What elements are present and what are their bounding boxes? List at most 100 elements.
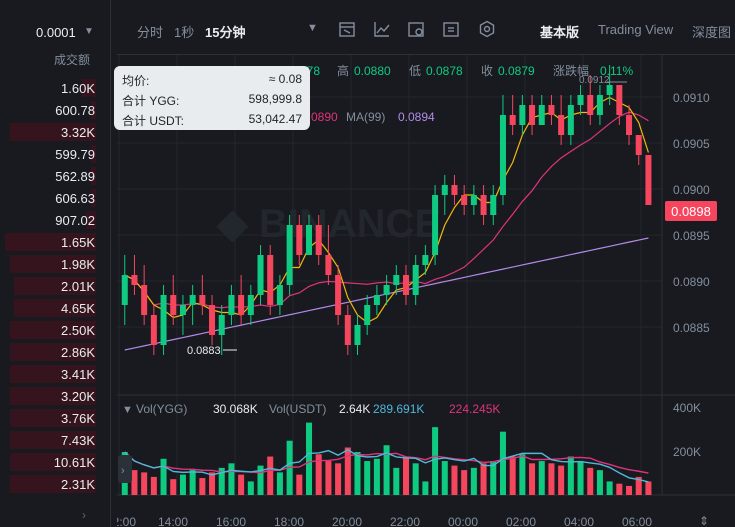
order-book-row[interactable]: 2.50K bbox=[0, 319, 110, 341]
order-book-row[interactable]: 600.78 bbox=[0, 99, 110, 121]
compare-icon[interactable] bbox=[442, 20, 460, 38]
order-book-row[interactable]: 599.79 bbox=[0, 143, 110, 165]
order-amount: 4.65K bbox=[61, 301, 95, 316]
volume-bar bbox=[209, 472, 216, 495]
interval-15m[interactable]: 15分钟 bbox=[205, 25, 246, 40]
candle-body bbox=[306, 225, 313, 255]
volume-bar bbox=[150, 476, 157, 495]
price-chart[interactable]: ◆ BINANCE0.09100.09050.09000.08950.08900… bbox=[117, 55, 735, 527]
candle-body bbox=[519, 105, 526, 125]
volume-ma-line bbox=[124, 448, 649, 483]
precision-select[interactable]: 0.0001 ▼ bbox=[0, 18, 110, 44]
candle-body bbox=[548, 105, 555, 115]
candle-body bbox=[461, 195, 468, 205]
order-book-row[interactable]: 1.98K bbox=[0, 253, 110, 275]
order-book-row[interactable]: 2.31K bbox=[0, 473, 110, 495]
candle-body bbox=[587, 95, 594, 115]
volume-ma2-value: 224.245K bbox=[449, 402, 500, 416]
indicator-icon[interactable] bbox=[338, 20, 356, 38]
candle-body bbox=[509, 115, 516, 125]
volume-bar bbox=[645, 481, 652, 495]
order-book-row[interactable]: 10.61K bbox=[0, 451, 110, 473]
depth-fill-bar bbox=[10, 387, 96, 405]
order-book-row[interactable]: 1.60K bbox=[0, 77, 110, 99]
order-amount: 562.89 bbox=[55, 169, 95, 184]
chart-line-icon[interactable] bbox=[373, 20, 391, 38]
order-book-row[interactable]: 606.63 bbox=[0, 187, 110, 209]
candle-body bbox=[286, 225, 293, 285]
volume-value: 30.068K bbox=[213, 402, 258, 416]
chevron-right-icon[interactable]: › bbox=[82, 508, 86, 522]
interval-dropdown-icon[interactable]: ▼ bbox=[307, 22, 318, 34]
depth-fill-bar bbox=[10, 409, 96, 427]
chevron-down-icon: ▼ bbox=[84, 26, 94, 37]
volume-bar bbox=[344, 447, 351, 495]
candle-body bbox=[170, 295, 177, 315]
depth-fill-bar bbox=[10, 321, 96, 339]
volume-bar bbox=[199, 478, 206, 495]
interval-1s[interactable]: 1秒 bbox=[174, 25, 195, 40]
depth-fill-bar bbox=[14, 277, 96, 295]
order-book-row[interactable]: 1.65K bbox=[0, 231, 110, 253]
order-book-row[interactable]: 3.32K bbox=[0, 121, 110, 143]
candle-body bbox=[402, 275, 409, 295]
volume-bar bbox=[509, 456, 516, 495]
time-axis-label: 14:00 bbox=[158, 515, 188, 527]
order-amount: 3.20K bbox=[61, 389, 95, 404]
amount-header: 成交额 bbox=[54, 53, 91, 67]
settings-chart-icon[interactable] bbox=[407, 20, 425, 38]
candle-body bbox=[150, 315, 157, 345]
price-axis-label: 0.0910 bbox=[673, 91, 710, 105]
volume-bar bbox=[490, 461, 497, 495]
tooltip-row: 均价: ≈ 0.08 bbox=[122, 72, 302, 90]
volume-bar bbox=[499, 431, 506, 495]
depth-fill-bar bbox=[86, 211, 96, 229]
volume-bar bbox=[558, 465, 565, 495]
view-basic-tab[interactable]: 基本版 bbox=[540, 25, 580, 40]
price-axis-label: 0.0885 bbox=[673, 321, 710, 335]
volume-bar bbox=[315, 454, 322, 495]
current-price-tag bbox=[665, 201, 717, 221]
scroll-left-button bbox=[118, 455, 132, 483]
precision-value: 0.0001 bbox=[36, 25, 76, 40]
order-book-row[interactable]: 562.89 bbox=[0, 165, 110, 187]
order-book-row[interactable]: 907.02 bbox=[0, 209, 110, 231]
order-book-row[interactable]: 4.65K bbox=[0, 297, 110, 319]
volume-bar bbox=[480, 463, 487, 495]
candle-body bbox=[596, 95, 603, 115]
view-depth-tab[interactable]: 深度图 bbox=[692, 25, 732, 40]
depth-fill-bar bbox=[91, 101, 96, 119]
view-tradingview-tab[interactable]: Trading View bbox=[598, 22, 674, 37]
order-book-row[interactable]: 7.43K bbox=[0, 429, 110, 451]
order-amount: 10.61K bbox=[53, 455, 95, 470]
order-amount: 3.32K bbox=[61, 125, 95, 140]
order-amount: 2.01K bbox=[61, 279, 95, 294]
order-book-row[interactable]: 3.41K bbox=[0, 363, 110, 385]
volume-usdt-label: Vol(USDT) bbox=[269, 402, 326, 416]
candle-body bbox=[315, 225, 322, 255]
candle-body bbox=[218, 315, 225, 335]
candle-body bbox=[141, 285, 148, 315]
ohlc-low: 0.0878 bbox=[426, 64, 463, 78]
candle-body bbox=[160, 295, 167, 345]
candle-body bbox=[422, 255, 429, 265]
order-amount: 600.78 bbox=[55, 103, 95, 118]
order-amount: 907.02 bbox=[55, 213, 95, 228]
interval-timeline[interactable]: 分时 bbox=[137, 25, 164, 40]
chevron-right-icon: › bbox=[121, 465, 125, 477]
high-price-marker: 0.0912 bbox=[579, 75, 610, 86]
order-book-row[interactable]: 3.20K bbox=[0, 385, 110, 407]
volume-bar bbox=[519, 454, 526, 495]
gear-icon[interactable] bbox=[478, 20, 496, 38]
candle-body bbox=[577, 95, 584, 105]
order-book-row[interactable]: 2.86K bbox=[0, 341, 110, 363]
price-axis-label: 0.0890 bbox=[673, 275, 710, 289]
order-book-row[interactable]: 3.76K bbox=[0, 407, 110, 429]
ohlc-high-label: 高 bbox=[337, 63, 349, 78]
tooltip-key: 合计 YGG: bbox=[122, 94, 180, 108]
volume-bar bbox=[635, 476, 642, 495]
depth-fill-bar bbox=[10, 475, 96, 493]
candle-body bbox=[238, 295, 245, 315]
order-book-row[interactable]: 2.01K bbox=[0, 275, 110, 297]
depth-fill-bar bbox=[91, 167, 96, 185]
